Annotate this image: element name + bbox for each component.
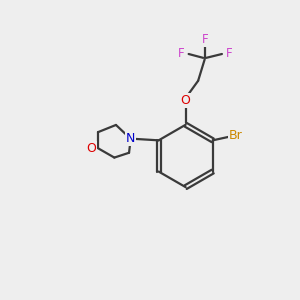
Text: Br: Br bbox=[229, 129, 242, 142]
Text: O: O bbox=[86, 142, 96, 155]
Text: O: O bbox=[181, 94, 190, 106]
Text: F: F bbox=[201, 33, 208, 46]
Text: F: F bbox=[226, 47, 232, 60]
Text: N: N bbox=[126, 132, 135, 146]
Text: F: F bbox=[178, 47, 185, 60]
